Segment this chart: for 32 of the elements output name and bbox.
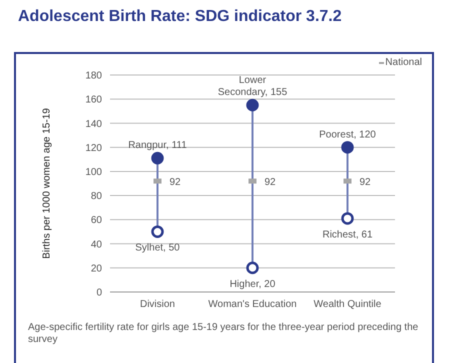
point (246, 98, 259, 112)
y-tick-label: 180 (85, 70, 102, 82)
point (341, 141, 354, 154)
point (151, 225, 164, 238)
y-tick-label: 40 (90, 239, 102, 250)
data-label: Lower Secondary, 155 (218, 75, 288, 98)
y-tick-label: 80 (90, 191, 102, 202)
x-tick-label: Woman's Education (208, 299, 297, 310)
y-tick-label: 60 (90, 215, 102, 226)
data-label: Sylhet, 50 (135, 242, 180, 254)
x-tick-label: Wealth Quintile (314, 299, 382, 310)
legend-label: National (385, 57, 422, 68)
y-tick-label: 160 (85, 94, 102, 106)
y-tick-label: 140 (85, 118, 102, 130)
chart-title: Adolescent Birth Rate: SDG indicator 3.7.2 (18, 8, 342, 26)
y-tick-label: 100 (85, 166, 102, 178)
point (341, 212, 354, 225)
y-axis-title: Births per 1000 women age 15-19 (42, 108, 53, 259)
text: Age-specific fertility rate for girls age 15-19 years for the three-year period preceding the survey (28, 322, 420, 346)
data-label: 92 (264, 177, 276, 188)
point (151, 152, 164, 164)
data-label: 92 (360, 177, 372, 188)
data-label: 92 (170, 177, 182, 188)
x-tick-label: Division (140, 299, 176, 310)
data-label: Rangpur, 111 (128, 140, 188, 152)
data-label: Richest, 61 (322, 229, 373, 240)
y-tick-label: 0 (96, 288, 102, 299)
y-tick-label: 20 (90, 263, 102, 274)
data-label: Poorest, 120 (319, 129, 376, 140)
point (246, 262, 259, 274)
data-label: Higher, 20 (230, 278, 276, 290)
y-tick-label: 120 (85, 142, 102, 154)
